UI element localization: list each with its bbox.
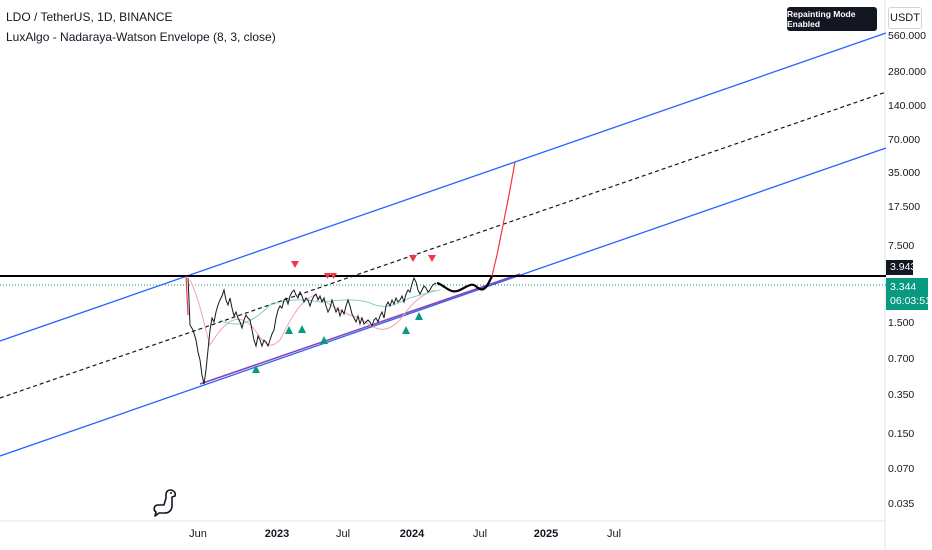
time-tick-label: 2023 bbox=[265, 528, 289, 540]
horizontal-level-price-tag: 3.943 bbox=[886, 260, 913, 275]
dino-logo-icon[interactable] bbox=[152, 488, 180, 518]
price-tick-label: 35.000 bbox=[888, 167, 920, 179]
repainting-mode-badge: Repainting Mode Enabled bbox=[787, 7, 877, 31]
symbol-title[interactable]: LDO / TetherUS, 1D, BINANCE bbox=[6, 7, 276, 27]
price-tick-label: 0.700 bbox=[888, 353, 914, 365]
time-tick-label: Jun bbox=[189, 528, 207, 540]
time-tick-label: 2025 bbox=[534, 528, 558, 540]
price-tick-label: 140.000 bbox=[888, 100, 926, 112]
price-tick-label: 17.500 bbox=[888, 201, 920, 213]
plot-background bbox=[0, 0, 886, 522]
time-tick-label: 2024 bbox=[400, 528, 424, 540]
price-tick-label: 7.500 bbox=[888, 240, 914, 252]
time-tick-label: Jul bbox=[336, 528, 350, 540]
price-tick-label: 0.150 bbox=[888, 428, 914, 440]
price-tick-label: 70.000 bbox=[888, 134, 920, 146]
bar-countdown: 06:03:51 bbox=[890, 294, 924, 308]
price-tick-label: 1.500 bbox=[888, 317, 914, 329]
chart-legend: LDO / TetherUS, 1D, BINANCE LuxAlgo - Na… bbox=[6, 7, 276, 47]
price-tick-label: 560.000 bbox=[888, 30, 926, 42]
price-tick-label: 0.070 bbox=[888, 463, 914, 475]
last-price-tag: 3.344 06:03:51 bbox=[886, 278, 928, 310]
currency-selector-button[interactable]: USDT bbox=[888, 7, 922, 29]
last-price-value: 3.344 bbox=[890, 280, 924, 294]
price-tick-label: 0.350 bbox=[888, 389, 914, 401]
price-tick-label: 0.035 bbox=[888, 498, 914, 510]
price-tick-label: 280.000 bbox=[888, 66, 926, 78]
time-tick-label: Jul bbox=[607, 528, 621, 540]
time-tick-label: Jul bbox=[473, 528, 487, 540]
indicator-title[interactable]: LuxAlgo - Nadaraya-Watson Envelope (8, 3… bbox=[6, 27, 276, 47]
